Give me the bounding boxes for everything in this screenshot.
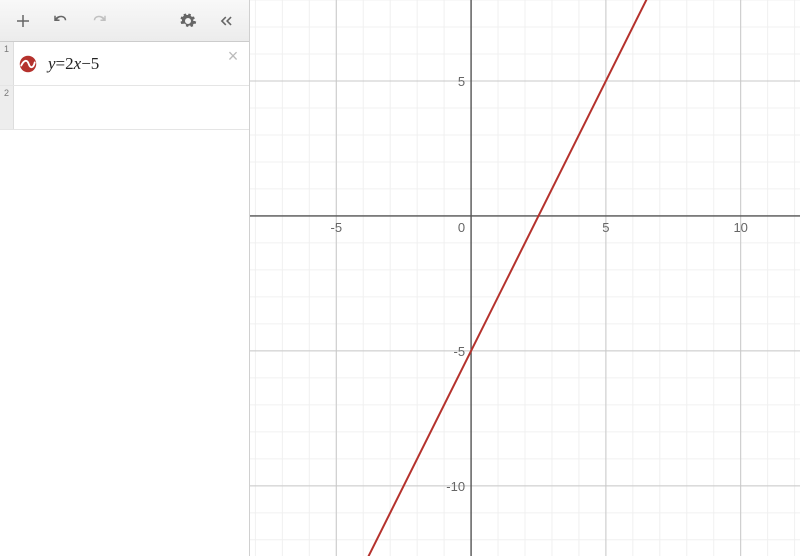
svg-text:-10: -10 — [446, 479, 465, 494]
expression-index: 1 — [0, 42, 14, 85]
gear-icon — [179, 12, 197, 30]
svg-text:0: 0 — [458, 220, 465, 235]
settings-button[interactable] — [171, 6, 205, 36]
undo-icon — [52, 12, 70, 30]
undo-button[interactable] — [44, 6, 78, 36]
collapse-button[interactable] — [209, 6, 243, 36]
expression-list: 1 y = 2x − 5 × 2 — [0, 42, 249, 556]
svg-text:10: 10 — [733, 220, 747, 235]
svg-text:-5: -5 — [454, 344, 466, 359]
expression-formula[interactable]: y = 2x − 5 — [42, 42, 249, 85]
delete-expression-button[interactable]: × — [223, 46, 243, 66]
plus-icon — [14, 12, 32, 30]
wave-icon — [19, 55, 37, 73]
redo-icon — [90, 12, 108, 30]
svg-text:-5: -5 — [330, 220, 342, 235]
redo-button[interactable] — [82, 6, 116, 36]
chevron-double-left-icon — [217, 12, 235, 30]
toolbar — [0, 0, 249, 42]
svg-text:5: 5 — [458, 74, 465, 89]
add-button[interactable] — [6, 6, 40, 36]
app-root: 1 y = 2x − 5 × 2 — [0, 0, 800, 556]
sidebar: 1 y = 2x − 5 × 2 — [0, 0, 250, 556]
graph-canvas: -5 5 10 5 -5 -10 0 — [250, 0, 800, 556]
expression-color-icon[interactable] — [14, 42, 42, 85]
expression-formula[interactable] — [42, 86, 249, 129]
expression-row[interactable]: 2 — [0, 86, 249, 130]
expression-row[interactable]: 1 y = 2x − 5 × — [0, 42, 249, 86]
graph-area[interactable]: -5 5 10 5 -5 -10 0 — [250, 0, 800, 556]
expression-index: 2 — [0, 86, 14, 129]
svg-text:5: 5 — [602, 220, 609, 235]
